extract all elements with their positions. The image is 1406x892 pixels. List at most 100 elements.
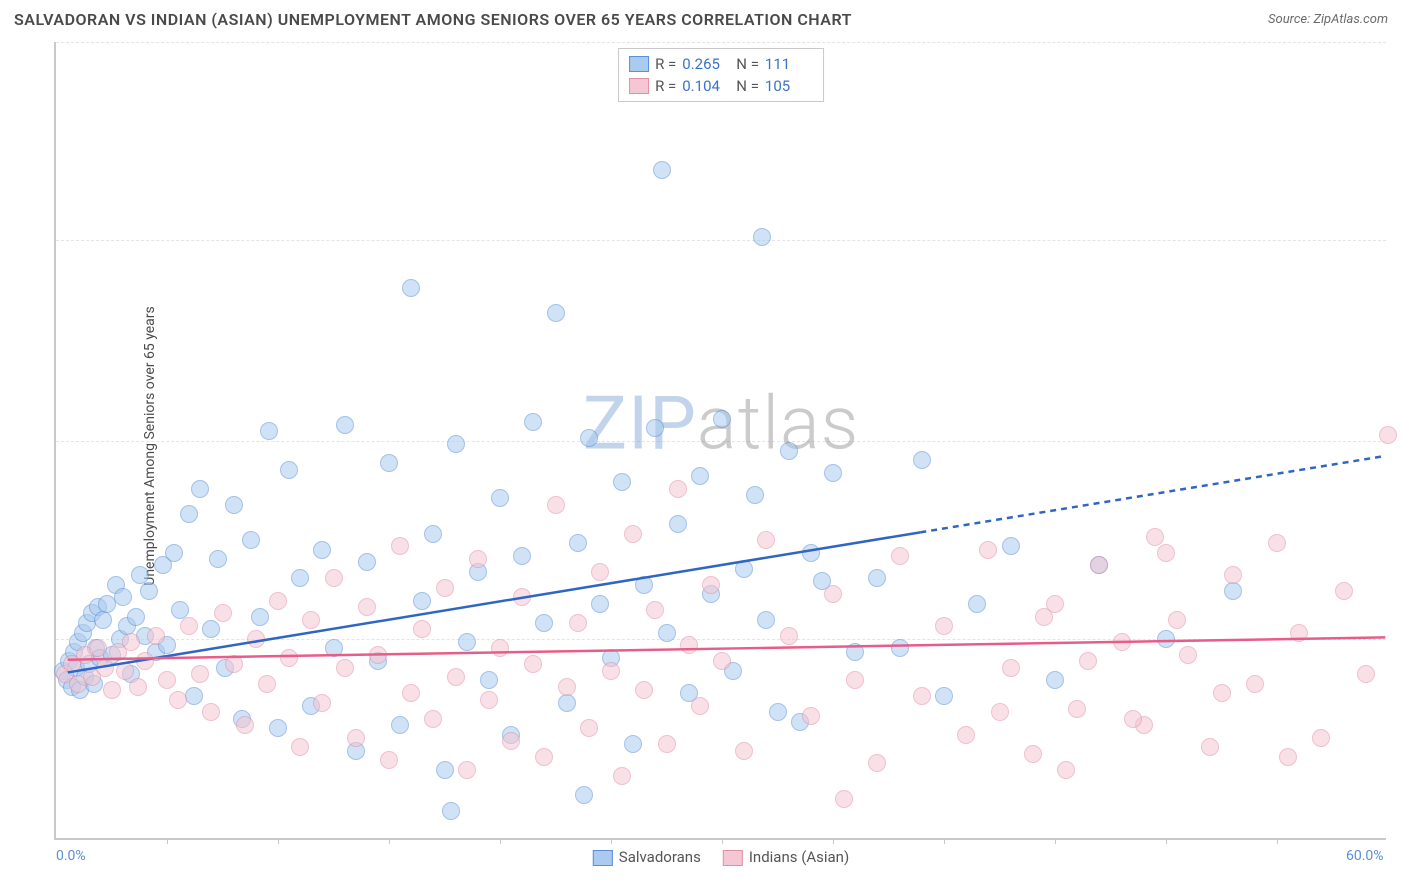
scatter-point (569, 534, 587, 552)
scatter-point (280, 649, 298, 667)
x-tick-minor (389, 838, 390, 844)
scatter-point (635, 576, 653, 594)
scatter-point (313, 694, 331, 712)
scatter-point (1146, 528, 1164, 546)
scatter-point (1157, 630, 1175, 648)
scatter-point (757, 531, 775, 549)
scatter-point (669, 480, 687, 498)
scatter-point (258, 675, 276, 693)
legend-series: Salvadorans Indians (Asian) (593, 848, 849, 866)
scatter-point (913, 687, 931, 705)
scatter-point (1379, 426, 1397, 444)
gridline (56, 240, 1386, 241)
scatter-point (1246, 675, 1264, 693)
scatter-point (575, 786, 593, 804)
scatter-point (646, 601, 664, 619)
scatter-point (1057, 761, 1075, 779)
scatter-point (1224, 566, 1242, 584)
scatter-point (979, 541, 997, 559)
gridline (56, 441, 1386, 442)
gridline (56, 42, 1386, 43)
scatter-point (680, 636, 698, 654)
legend-n-label-0: N = (736, 53, 759, 75)
scatter-point (535, 748, 553, 766)
scatter-point (103, 681, 121, 699)
scatter-point (325, 569, 343, 587)
source-label: Source: (1268, 12, 1313, 27)
scatter-point (580, 719, 598, 737)
scatter-point (1168, 611, 1186, 629)
scatter-point (1179, 646, 1197, 664)
scatter-point (165, 544, 183, 562)
scatter-point (780, 442, 798, 460)
scatter-point (469, 550, 487, 568)
scatter-point (424, 710, 442, 728)
scatter-point (336, 659, 354, 677)
scatter-point (702, 576, 720, 594)
legend-series-1: Indians (Asian) (723, 848, 849, 866)
y-tick-label: 25.0% (1391, 34, 1406, 50)
scatter-point (713, 410, 731, 428)
scatter-point (624, 735, 642, 753)
scatter-point (96, 659, 114, 677)
scatter-point (114, 588, 132, 606)
scatter-point (968, 595, 986, 613)
scatter-point (1201, 738, 1219, 756)
chart-title: SALVADORAN VS INDIAN (ASIAN) UNEMPLOYMEN… (14, 10, 852, 29)
watermark-zip: ZIP (583, 381, 697, 468)
scatter-point (846, 643, 864, 661)
scatter-point (1035, 608, 1053, 626)
scatter-point (691, 697, 709, 715)
x-tick-minor (611, 838, 612, 844)
scatter-point (1312, 729, 1330, 747)
y-tick-label: 6.3% (1391, 631, 1406, 647)
scatter-point (547, 496, 565, 514)
scatter-point (513, 547, 531, 565)
x-tick-minor (500, 838, 501, 844)
scatter-point (447, 668, 465, 686)
scatter-point (269, 719, 287, 737)
source-attribution: Source: ZipAtlas.com (1268, 12, 1388, 27)
x-tick-minor (1166, 838, 1167, 844)
x-tick-minor (1055, 838, 1056, 844)
scatter-point (1290, 624, 1308, 642)
scatter-point (347, 729, 365, 747)
scatter-point (214, 604, 232, 622)
scatter-point (746, 486, 764, 504)
scatter-point (535, 614, 553, 632)
scatter-point (513, 588, 531, 606)
scatter-point (391, 537, 409, 555)
scatter-point (646, 419, 664, 437)
scatter-point (769, 703, 787, 721)
scatter-point (713, 652, 731, 670)
x-tick-minor (1277, 838, 1278, 844)
scatter-point (524, 655, 542, 673)
scatter-point (185, 687, 203, 705)
scatter-point (129, 678, 147, 696)
scatter-point (402, 684, 420, 702)
scatter-point (158, 671, 176, 689)
scatter-point (116, 662, 134, 680)
scatter-point (547, 304, 565, 322)
scatter-point (1068, 700, 1086, 718)
scatter-point (480, 691, 498, 709)
scatter-point (358, 553, 376, 571)
scatter-point (480, 671, 498, 689)
scatter-point (242, 531, 260, 549)
scatter-point (225, 496, 243, 514)
x-tick-label: 60.0% (1346, 848, 1384, 864)
scatter-point (380, 454, 398, 472)
scatter-point (1268, 534, 1286, 552)
legend-swatch-1 (629, 78, 649, 94)
scatter-point (236, 716, 254, 734)
scatter-point (358, 598, 376, 616)
scatter-point (735, 560, 753, 578)
scatter-point (558, 678, 576, 696)
scatter-point (802, 544, 820, 562)
scatter-point (635, 681, 653, 699)
scatter-point (380, 751, 398, 769)
scatter-point (624, 525, 642, 543)
scatter-point (1279, 748, 1297, 766)
scatter-point (225, 655, 243, 673)
scatter-point (458, 633, 476, 651)
